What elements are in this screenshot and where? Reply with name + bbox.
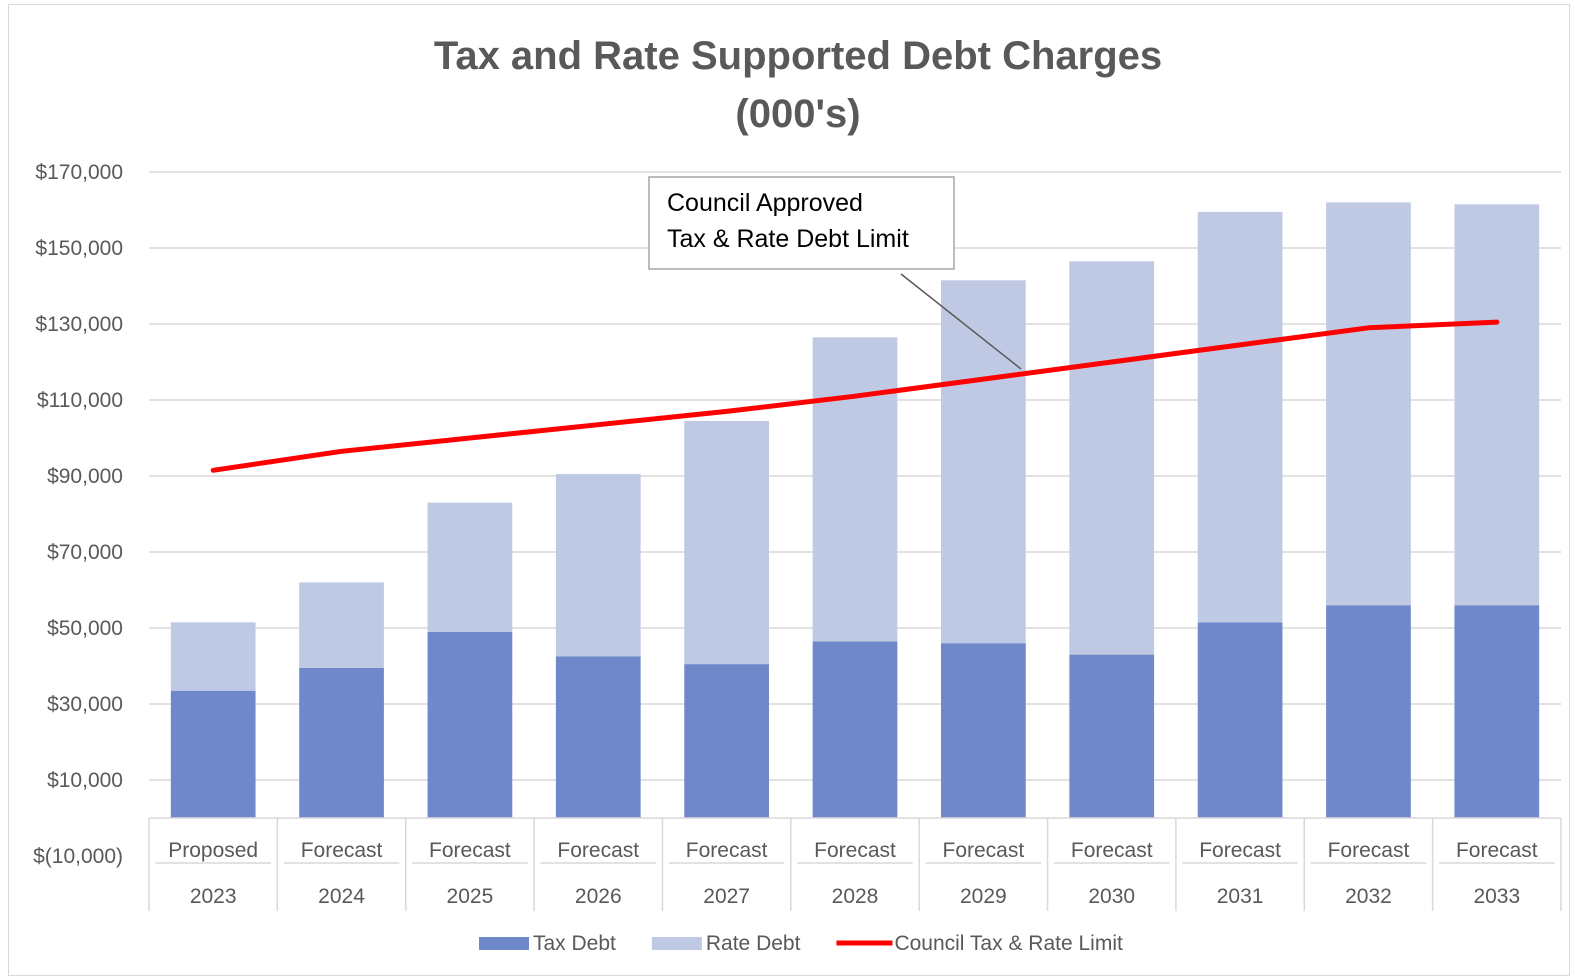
bar-rate-debt bbox=[427, 502, 513, 632]
bar-tax-debt bbox=[427, 631, 513, 818]
chart-frame: Tax and Rate Supported Debt Charges (000… bbox=[8, 4, 1570, 976]
bar-tax-debt bbox=[812, 641, 898, 818]
category-axis: Proposed 2023 Forecast 2024 Forecast 2025 Fore… bbox=[148, 817, 1562, 911]
y-tick-label: $10,000 bbox=[47, 769, 123, 792]
bar-tax-debt bbox=[1197, 622, 1283, 818]
limit-line-path bbox=[210, 319, 1500, 473]
bar-rate-debt bbox=[299, 582, 384, 668]
chart-svg: Tax and Rate Supported Debt Charges (000… bbox=[33, 34, 1562, 955]
category-label: Forecast bbox=[1071, 839, 1153, 862]
legend-swatch-tax-debt bbox=[479, 937, 529, 950]
bar-rate-debt bbox=[1069, 261, 1155, 655]
category-year: 2024 bbox=[318, 885, 365, 908]
category-year: 2023 bbox=[190, 885, 237, 908]
bars bbox=[170, 202, 1540, 818]
y-tick-label: $170,000 bbox=[35, 161, 123, 184]
category-label: Forecast bbox=[1199, 839, 1281, 862]
bar-tax-debt bbox=[1326, 605, 1411, 818]
category-label: Forecast bbox=[686, 839, 768, 862]
legend-label: Rate Debt bbox=[706, 932, 801, 955]
category-year: 2033 bbox=[1473, 885, 1520, 908]
y-tick-label: $70,000 bbox=[47, 541, 123, 564]
category-year: 2025 bbox=[447, 885, 494, 908]
annotation-text: Tax & Rate Debt Limit bbox=[667, 225, 909, 253]
legend-swatch-rate-debt bbox=[651, 937, 702, 950]
y-tick-label: $(10,000) bbox=[33, 845, 123, 868]
y-tick-label: $30,000 bbox=[47, 693, 123, 716]
chart-subtitle: (000's) bbox=[735, 92, 860, 136]
limit-line bbox=[210, 319, 1500, 473]
bar-rate-debt bbox=[1454, 204, 1540, 606]
bar-rate-debt bbox=[1197, 211, 1283, 623]
legend-label: Tax Debt bbox=[533, 932, 616, 955]
bar-rate-debt bbox=[812, 337, 898, 642]
bar-tax-debt bbox=[299, 667, 384, 818]
y-tick-label: $90,000 bbox=[47, 465, 123, 488]
bar-tax-debt bbox=[684, 664, 769, 818]
category-label: Forecast bbox=[1328, 839, 1410, 862]
category-year: 2029 bbox=[960, 885, 1007, 908]
category-year: 2028 bbox=[832, 885, 879, 908]
bar-tax-debt bbox=[170, 690, 256, 818]
category-year: 2031 bbox=[1217, 885, 1264, 908]
bar-tax-debt bbox=[941, 643, 1026, 818]
bar-rate-debt bbox=[1326, 202, 1411, 606]
category-label: Forecast bbox=[301, 839, 383, 862]
annotation-box bbox=[648, 176, 955, 270]
y-tick-label: $130,000 bbox=[35, 313, 123, 336]
bar-rate-debt bbox=[555, 474, 641, 657]
bar-rate-debt bbox=[684, 420, 769, 665]
bar-rate-debt bbox=[941, 280, 1026, 644]
legend: Tax Debt Rate Debt Council Tax & Rate Limi… bbox=[479, 932, 1123, 955]
annotation-text: Council Approved bbox=[667, 189, 863, 217]
y-tick-label: $150,000 bbox=[35, 237, 123, 260]
category-year: 2032 bbox=[1345, 885, 1392, 908]
y-tick-label: $50,000 bbox=[47, 617, 123, 640]
annotation-leader-line bbox=[900, 273, 1022, 370]
bar-tax-debt bbox=[1454, 605, 1540, 818]
y-axis-ticks: $170,000 $150,000 $130,000 $110,000 $90,000 $… bbox=[33, 161, 123, 868]
category-year: 2026 bbox=[575, 885, 622, 908]
legend-label: Council Tax & Rate Limit bbox=[894, 932, 1123, 955]
bar-tax-debt bbox=[1069, 654, 1155, 818]
category-label: Forecast bbox=[1456, 839, 1538, 862]
bar-rate-debt bbox=[170, 622, 256, 691]
chart-title: Tax and Rate Supported Debt Charges bbox=[434, 34, 1162, 78]
category-label: Forecast bbox=[814, 839, 896, 862]
category-label: Proposed bbox=[168, 839, 258, 862]
category-label: Forecast bbox=[429, 839, 511, 862]
category-year: 2030 bbox=[1088, 885, 1135, 908]
annotation: Council Approved Tax & Rate Debt Limit bbox=[648, 176, 1022, 370]
category-year: 2027 bbox=[703, 885, 750, 908]
bar-tax-debt bbox=[555, 656, 641, 818]
y-tick-label: $110,000 bbox=[37, 389, 123, 412]
category-label: Forecast bbox=[943, 839, 1025, 862]
category-label: Forecast bbox=[557, 839, 639, 862]
